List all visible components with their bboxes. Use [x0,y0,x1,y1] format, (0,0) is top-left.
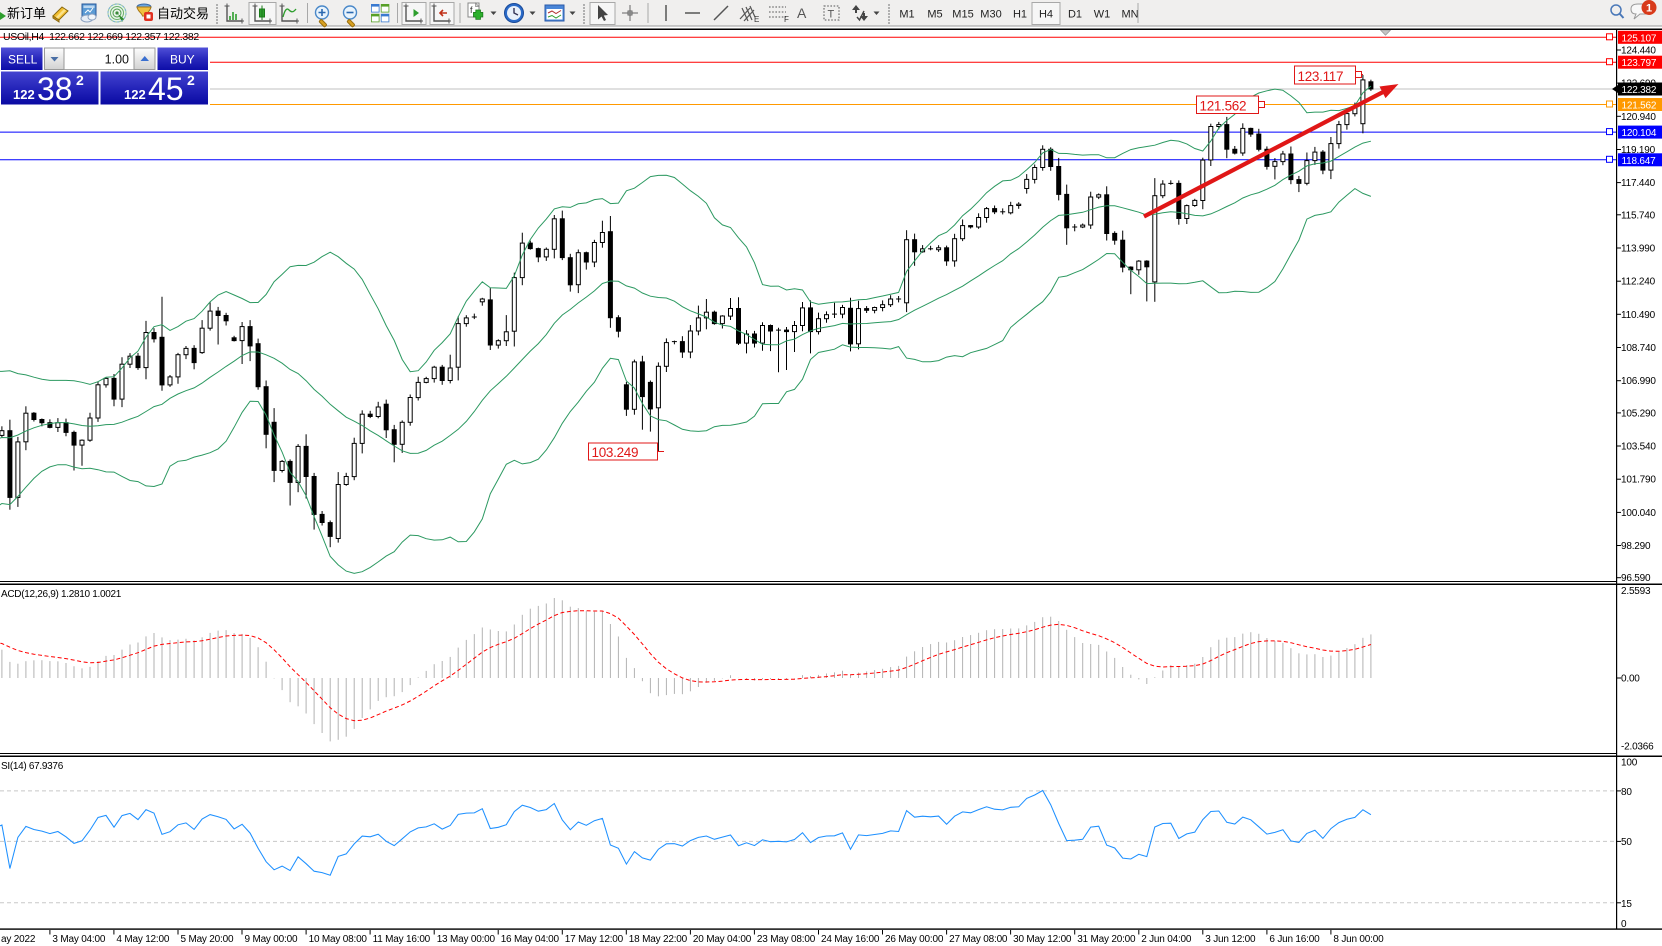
svg-text:125.107: 125.107 [1622,33,1657,44]
svg-text:E: E [754,15,759,24]
svg-text:2.5593: 2.5593 [1621,586,1651,597]
svg-text:110.490: 110.490 [1621,310,1656,321]
svg-text:T: T [828,9,835,21]
svg-text:自动交易: 自动交易 [157,6,209,21]
svg-text:M15: M15 [952,9,973,21]
svg-text:80: 80 [1621,787,1632,798]
svg-text:2: 2 [187,72,195,88]
svg-text:115.740: 115.740 [1621,210,1656,221]
svg-text:100: 100 [1621,758,1638,769]
svg-text:123.797: 123.797 [1622,58,1657,69]
svg-text:USOil,H4 122.662 122.669 122.: USOil,H4 122.662 122.669 122.357 122.382 [3,31,199,43]
svg-text:W1: W1 [1094,9,1111,21]
svg-text:120.940: 120.940 [1621,112,1656,123]
svg-text:27 May 08:00: 27 May 08:00 [949,934,1008,945]
svg-text:4 May 12:00: 4 May 12:00 [116,934,169,945]
svg-text:10 May 08:00: 10 May 08:00 [309,934,368,945]
svg-text:0.00: 0.00 [1621,674,1640,685]
svg-text:18 May 22:00: 18 May 22:00 [629,934,688,945]
svg-text:113.990: 113.990 [1621,244,1656,255]
svg-text:9 May 00:00: 9 May 00:00 [245,934,298,945]
svg-text:M5: M5 [927,9,942,21]
svg-text:124.440: 124.440 [1621,46,1656,57]
svg-text:96.590: 96.590 [1621,573,1651,584]
svg-text:30 May 12:00: 30 May 12:00 [1013,934,1072,945]
svg-text:31 May 20:00: 31 May 20:00 [1077,934,1136,945]
svg-text:103.540: 103.540 [1621,442,1656,453]
svg-text:122: 122 [124,87,146,102]
svg-text:17 May 12:00: 17 May 12:00 [565,934,624,945]
svg-text:20 May 04:00: 20 May 04:00 [693,934,752,945]
svg-text:117.440: 117.440 [1621,178,1656,189]
svg-text:103.249: 103.249 [592,445,639,460]
svg-text:3 May 04:00: 3 May 04:00 [52,934,105,945]
svg-text:2: 2 [76,72,84,88]
svg-text:50: 50 [1621,837,1632,848]
svg-text:3 Jun 12:00: 3 Jun 12:00 [1205,934,1256,945]
svg-text:123.117: 123.117 [1298,69,1344,84]
svg-text:122.382: 122.382 [1622,85,1657,96]
svg-text:H4: H4 [1039,9,1053,21]
svg-text:26 May 00:00: 26 May 00:00 [885,934,944,945]
svg-text:-2.0366: -2.0366 [1621,742,1654,753]
svg-text:5 May 20:00: 5 May 20:00 [181,934,234,945]
svg-text:D1: D1 [1068,9,1082,21]
svg-text:119.190: 119.190 [1621,145,1656,156]
svg-text:16 May 04:00: 16 May 04:00 [501,934,560,945]
svg-text:0: 0 [1621,919,1627,930]
svg-text:24 May 16:00: 24 May 16:00 [821,934,880,945]
svg-text:122: 122 [13,87,35,102]
svg-text:106.990: 106.990 [1621,376,1656,387]
svg-text:MN: MN [1121,9,1138,21]
svg-text:2 Jun 04:00: 2 Jun 04:00 [1141,934,1192,945]
svg-text:f: f [470,5,473,15]
svg-text:SELL: SELL [8,53,38,67]
svg-text:100.040: 100.040 [1621,508,1656,519]
svg-text:1: 1 [1646,3,1652,15]
svg-text:新订单: 新订单 [7,6,46,21]
svg-text:108.740: 108.740 [1621,343,1656,354]
svg-text:SI(14) 67.9376: SI(14) 67.9376 [1,761,64,772]
svg-text:121.562: 121.562 [1622,101,1657,112]
svg-text:45: 45 [148,71,184,107]
svg-text:38: 38 [37,71,73,107]
svg-text:23 May 08:00: 23 May 08:00 [757,934,816,945]
svg-text:A: A [797,5,807,21]
svg-text:M30: M30 [980,9,1001,21]
svg-text:11 May 16:00: 11 May 16:00 [373,934,431,945]
svg-text:1.00: 1.00 [105,53,129,67]
svg-text:112.240: 112.240 [1621,277,1656,288]
svg-text:8 Jun 00:00: 8 Jun 00:00 [1333,934,1384,945]
svg-text:M1: M1 [899,9,914,21]
svg-text:13 May 00:00: 13 May 00:00 [437,934,496,945]
svg-text:6 Jun 16:00: 6 Jun 16:00 [1269,934,1320,945]
svg-text:105.290: 105.290 [1621,408,1656,419]
svg-text:F: F [784,15,789,24]
svg-text:98.290: 98.290 [1621,541,1651,552]
svg-text:121.562: 121.562 [1200,99,1247,114]
svg-text:118.647: 118.647 [1622,156,1657,167]
svg-text:101.790: 101.790 [1621,475,1656,486]
svg-text:H1: H1 [1013,9,1027,21]
svg-text:BUY: BUY [170,53,195,67]
svg-text:120.104: 120.104 [1622,128,1657,139]
svg-text:15: 15 [1621,899,1632,910]
svg-text:ay 2022: ay 2022 [1,934,36,945]
svg-text:ACD(12,26,9) 1.2810 1.0021: ACD(12,26,9) 1.2810 1.0021 [1,589,122,600]
